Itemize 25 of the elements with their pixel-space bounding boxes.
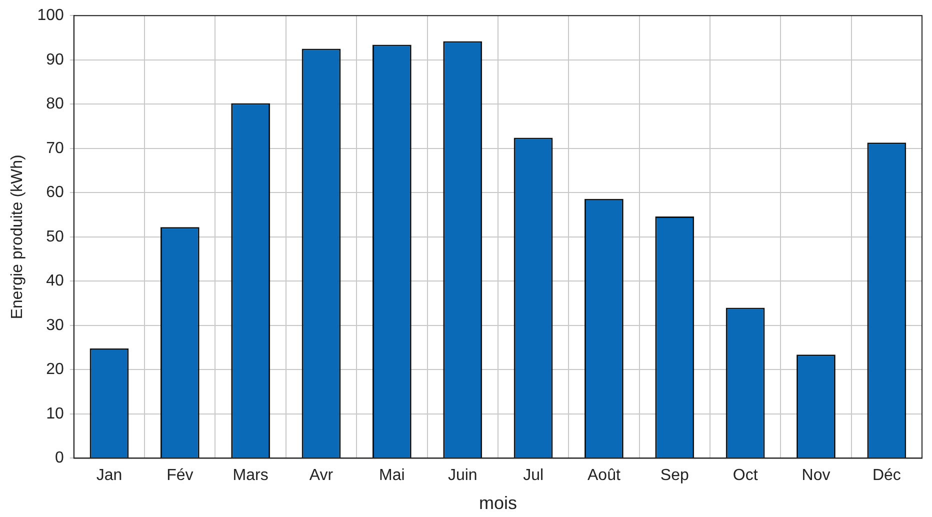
x-tick-label: Avr	[309, 467, 334, 484]
x-tick-label: Août	[588, 467, 621, 484]
x-tick-label: Jan	[96, 467, 122, 484]
y-tick-label: 60	[46, 184, 64, 202]
y-tick-label: 30	[46, 316, 64, 334]
y-tick-label: 80	[46, 96, 64, 113]
y-tick-label: 70	[46, 140, 64, 157]
x-tick-label: Fév	[166, 467, 194, 484]
x-tick-label: Sep	[660, 467, 689, 484]
y-tick-label: 50	[46, 228, 64, 246]
y-tick-label: 20	[46, 361, 64, 378]
x-tick-label: Déc	[872, 467, 901, 484]
x-tick-label: Mars	[232, 467, 268, 484]
y-tick-label: 10	[46, 405, 64, 422]
x-tick-label: Mai	[379, 467, 405, 484]
y-tick-label: 40	[46, 272, 64, 290]
x-tick-label: Oct	[732, 467, 758, 484]
y-tick-label: 100	[37, 7, 64, 24]
y-tick-label: 90	[46, 51, 64, 68]
x-axis-title: mois	[478, 493, 517, 514]
y-tick-label: 0	[54, 450, 64, 467]
y-axis-title: Energie produite (kWh)	[9, 154, 26, 320]
x-tick-label: Jul	[523, 467, 544, 484]
x-tick-label: Juin	[448, 467, 478, 484]
x-tick-label: Nov	[802, 467, 830, 484]
